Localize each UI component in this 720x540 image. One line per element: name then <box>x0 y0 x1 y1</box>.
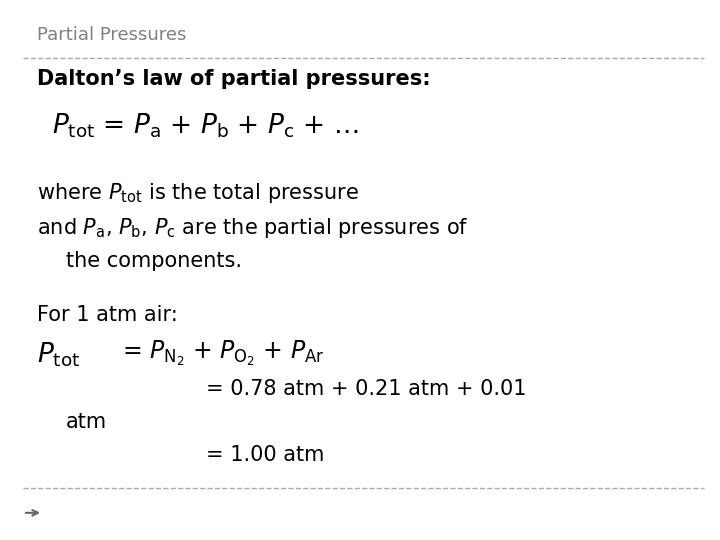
Text: $\mathit{P}_{\rm tot}$: $\mathit{P}_{\rm tot}$ <box>37 341 81 369</box>
Text: and $\mathit{P}_{\rm a}$, $\mathit{P}_{\rm b}$, $\mathit{P}_{\rm c}$ are the par: and $\mathit{P}_{\rm a}$, $\mathit{P}_{\… <box>37 217 469 240</box>
Text: = 0.78 atm + 0.21 atm + 0.01: = 0.78 atm + 0.21 atm + 0.01 <box>206 379 526 399</box>
Text: $\mathit{P}_{\rm tot}$ = $\mathit{P}_{\rm a}$ + $\mathit{P}_{\rm b}$ + $\mathit{: $\mathit{P}_{\rm tot}$ = $\mathit{P}_{\r… <box>52 112 358 140</box>
Text: atm: atm <box>66 413 107 433</box>
Text: Dalton’s law of partial pressures:: Dalton’s law of partial pressures: <box>37 69 431 89</box>
Text: Partial Pressures: Partial Pressures <box>37 25 186 44</box>
Text: the components.: the components. <box>66 251 242 271</box>
Text: = $\mathit{P}_{{\rm N}_2}$ + $\mathit{P}_{{\rm O}_2}$ + $\mathit{P}_{\rm Ar}$: = $\mathit{P}_{{\rm N}_2}$ + $\mathit{P}… <box>122 339 325 368</box>
Text: For 1 atm air:: For 1 atm air: <box>37 305 178 325</box>
Text: where $\mathit{P}_{\rm tot}$ is the total pressure: where $\mathit{P}_{\rm tot}$ is the tota… <box>37 181 359 205</box>
Text: = 1.00 atm: = 1.00 atm <box>206 444 324 464</box>
